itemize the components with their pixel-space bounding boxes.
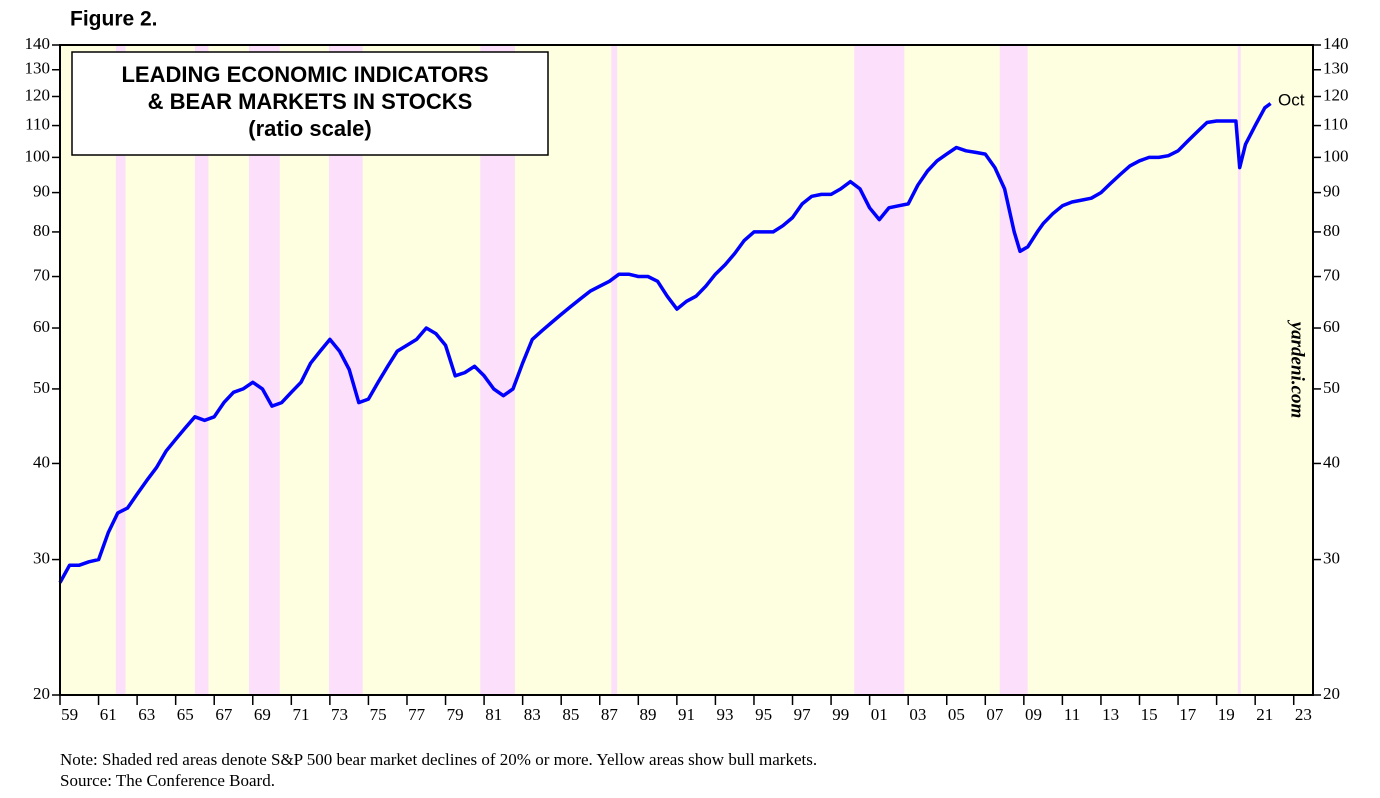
y2-tick-label: 140 [1323,34,1349,53]
y-tick-label: 50 [33,378,50,397]
y-tick-label: 60 [33,317,50,336]
x-tick-label: 97 [794,705,812,724]
x-tick-label: 17 [1179,705,1197,724]
y2-tick-label: 20 [1323,684,1340,703]
y-tick-label: 40 [33,452,50,471]
bear-area [194,45,209,695]
x-tick-label: 01 [871,705,888,724]
x-tick-label: 71 [292,705,309,724]
x-tick-label: 11 [1064,705,1080,724]
x-tick-label: 23 [1295,705,1312,724]
x-tick-label: 79 [447,705,464,724]
x-tick-label: 21 [1256,705,1273,724]
chart-title: & BEAR MARKETS IN STOCKS [148,89,473,114]
plot [52,44,1321,705]
y2-tick-label: 80 [1323,221,1340,240]
y2-tick-label: 60 [1323,317,1340,336]
chart-subtitle: (ratio scale) [248,116,372,141]
x-tick-label: 05 [948,705,965,724]
plot-frame [59,44,1314,696]
x-tick-label: 93 [717,705,734,724]
x-tick-label: 75 [370,705,387,724]
x-tick-label: 63 [138,705,155,724]
y2-tick-label: 90 [1323,181,1340,200]
x-tick-label: 07 [986,705,1004,724]
y-tick-label: 70 [33,265,50,284]
y2-tick-label: 100 [1323,146,1349,165]
x-tick-label: 59 [61,705,78,724]
y-tick-label: 90 [33,181,50,200]
title-box [71,51,549,156]
bear-area [1237,45,1241,695]
x-tick-label: 09 [1025,705,1042,724]
annotation: Oct [1278,90,1305,109]
y2-tick-label: 30 [1323,548,1340,567]
bear-area [854,45,905,695]
x-tick-label: 73 [331,705,348,724]
y-tick-label: 140 [25,34,51,53]
x-tick-label: 95 [755,705,772,724]
y2-tick-label: 70 [1323,265,1340,284]
x-tick-label: 81 [485,705,502,724]
x-tick-label: 65 [177,705,194,724]
x-tick-label: 61 [100,705,117,724]
x-tick-label: 99 [832,705,849,724]
x-tick-label: 15 [1141,705,1158,724]
bear-area [611,45,618,695]
x-tick-label: 91 [678,705,695,724]
bear-area [115,45,126,695]
y2-tick-label: 130 [1323,59,1349,78]
x-tick-label: 13 [1102,705,1119,724]
y-tick-label: 110 [25,114,50,133]
watermark: yardeni.com [1287,320,1308,419]
y-tick-label: 80 [33,221,50,240]
y-tick-label: 20 [33,684,50,703]
source: Source: The Conference Board. [60,771,275,790]
y2-tick-label: 120 [1323,85,1349,104]
y-tick-label: 120 [25,85,51,104]
series-line [58,102,1272,584]
x-tick-label: 77 [408,705,426,724]
y-tick-label: 130 [25,59,51,78]
bear-area [999,45,1028,695]
x-tick-label: 67 [215,705,233,724]
x-tick-label: 03 [909,705,926,724]
figure-label: Figure 2. [70,8,158,31]
y-tick-label: 100 [25,146,51,165]
note: Note: Shaded red areas denote S&P 500 be… [60,750,817,769]
y2-tick-label: 40 [1323,452,1340,471]
x-tick-label: 69 [254,705,271,724]
y-tick-label: 30 [33,548,50,567]
x-tick-label: 19 [1218,705,1235,724]
x-tick-label: 87 [601,705,619,724]
y2-tick-label: 110 [1323,114,1348,133]
x-tick-label: 85 [562,705,579,724]
x-tick-label: 89 [639,705,656,724]
y2-tick-label: 50 [1323,378,1340,397]
chart-title: LEADING ECONOMIC INDICATORS [121,62,488,87]
x-tick-label: 83 [524,705,541,724]
